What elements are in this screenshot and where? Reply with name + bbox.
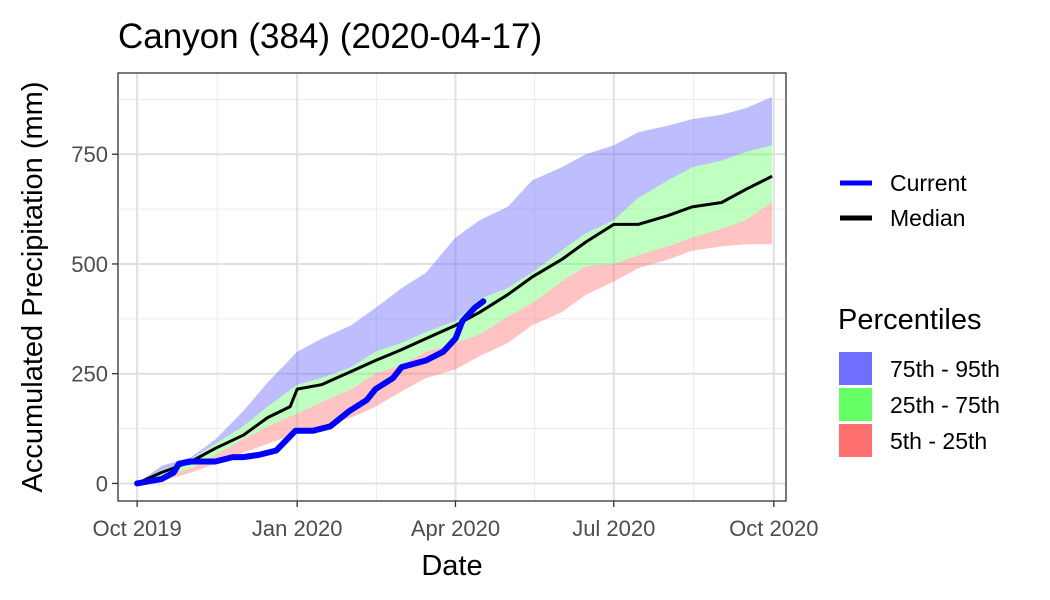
x-tick-label: Oct 2020 [729, 516, 818, 541]
median-line [136, 174, 773, 485]
current-line [134, 298, 487, 487]
legend-label-75-95: 75th - 95th [890, 356, 1000, 382]
y-tick-label: 0 [96, 471, 108, 496]
band-5-25 [137, 202, 773, 484]
plot-border [117, 72, 787, 502]
band-75-95 [137, 97, 773, 484]
grid [118, 73, 786, 501]
plot-panel [118, 73, 786, 501]
legend-swatch-25-75 [839, 388, 872, 421]
y-tick-label: 500 [71, 252, 108, 277]
legend-label-5-25: 5th - 25th [890, 428, 987, 454]
legend-swatch-75-95 [839, 352, 872, 385]
x-tick-label: Apr 2020 [411, 516, 500, 541]
percentile-bands [137, 97, 773, 484]
legend-label-current: Current [890, 170, 967, 196]
chart-title: Canyon (384) (2020-04-17) [118, 17, 542, 56]
axis-ticks: 0 250 500 750 Oct 2019 Jan 2020 Apr 2020 Jul 20… [71, 142, 818, 541]
x-tick-label: Jan 2020 [252, 516, 343, 541]
y-tick-label: 250 [71, 362, 108, 387]
y-axis-title: Accumulated Precipitation (mm) [17, 82, 49, 493]
legend-label-median: Median [890, 205, 965, 231]
legend-label-25-75: 25th - 75th [890, 392, 1000, 418]
x-tick-label: Oct 2019 [92, 516, 181, 541]
x-tick-label: Jul 2020 [572, 516, 655, 541]
x-axis-title: Date [421, 550, 482, 582]
lines-legend: Current Median [840, 170, 967, 231]
percentiles-legend: Percentiles 75th - 95th 25th - 75th 5th … [838, 304, 1000, 457]
band-25-75 [137, 145, 773, 484]
legend-swatch-5-25 [839, 424, 872, 457]
series-lines [134, 174, 773, 487]
legend-title-percentiles: Percentiles [838, 304, 981, 336]
y-tick-label: 750 [71, 142, 108, 167]
